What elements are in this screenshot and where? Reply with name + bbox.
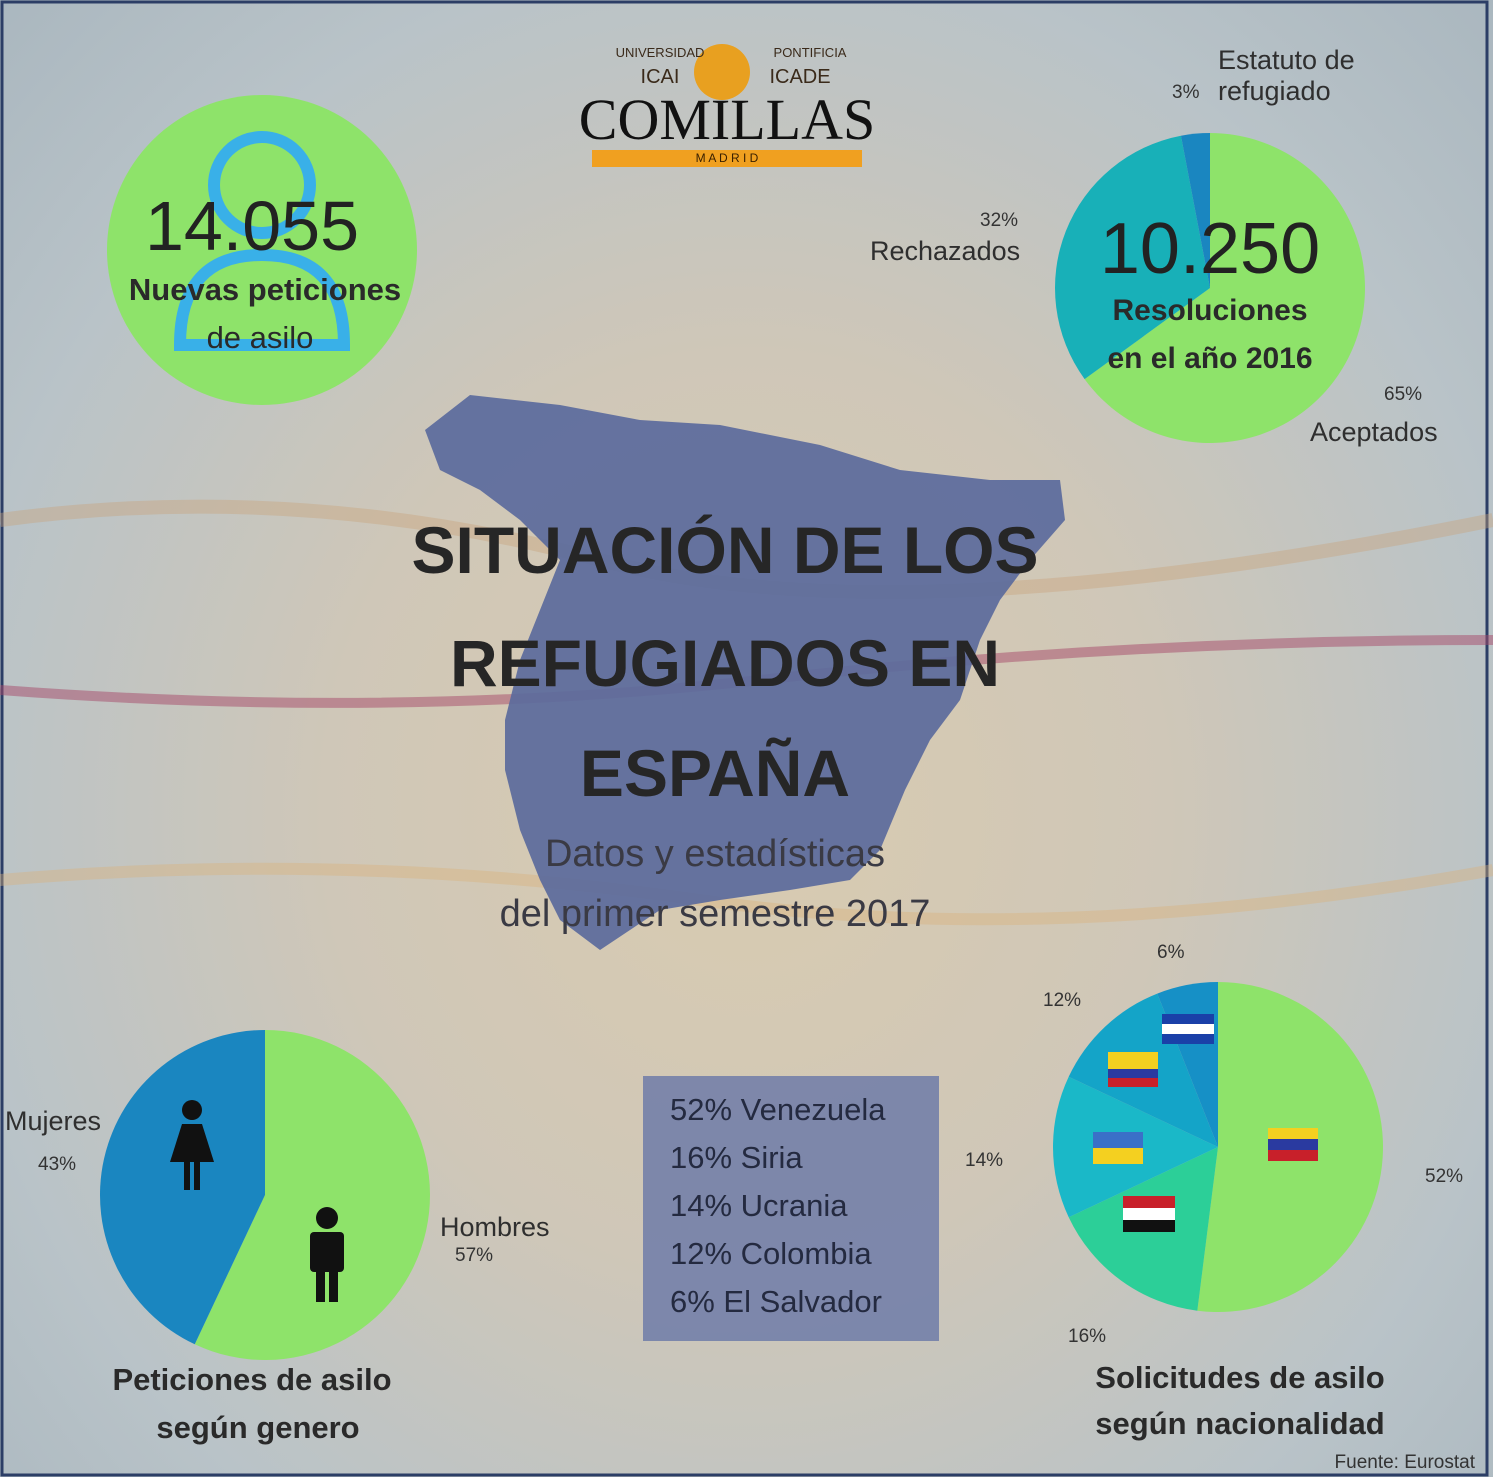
main-title: REFUGIADOS EN	[450, 625, 1000, 701]
main-title: SITUACIÓN DE LOS	[411, 512, 1038, 588]
value-label: 16%	[1068, 1326, 1106, 1348]
category-label: Aceptados	[1310, 417, 1493, 448]
center-label: en el año 2016	[1107, 342, 1312, 376]
list-item: 52% Venezuela	[670, 1092, 885, 1128]
logo-text: UNIVERSIDAD	[616, 45, 705, 60]
flag-ucrania	[1093, 1132, 1143, 1164]
value-label: 32%	[980, 210, 1018, 232]
value-label: 57%	[455, 1245, 493, 1267]
chart-title: según genero	[156, 1410, 359, 1446]
stat-label: de asilo	[207, 320, 314, 356]
logo-city: M A D R I D	[696, 151, 759, 165]
logo-name: COMILLAS	[579, 86, 875, 153]
list-item: 14% Ucrania	[670, 1188, 847, 1224]
category-label: Hombres	[440, 1212, 640, 1243]
subtitle: Datos y estadísticas	[545, 833, 885, 876]
value-label: 14%	[965, 1150, 1003, 1172]
flag-siria	[1123, 1196, 1175, 1232]
logo-text: PONTIFICIA	[774, 45, 847, 60]
value-label: 43%	[38, 1154, 76, 1176]
value-label: 6%	[1157, 942, 1184, 964]
value-label: 52%	[1425, 1166, 1463, 1188]
source: Fuente: Eurostat	[1335, 1452, 1475, 1474]
stat-label: Nuevas peticiones	[129, 272, 401, 308]
category-label: Rechazados	[870, 236, 1070, 267]
flag-el-salvador	[1162, 1014, 1214, 1044]
value-label: 3%	[1172, 82, 1199, 104]
category-label: Estatuto de refugiado	[1218, 45, 1393, 107]
list-item: 6% El Salvador	[670, 1284, 882, 1320]
list-item: 12% Colombia	[670, 1236, 872, 1272]
center-value: 10.250	[1100, 208, 1320, 290]
center-label: Resoluciones	[1112, 294, 1307, 328]
stat-value: 14.055	[145, 186, 359, 266]
value-label: 12%	[1043, 990, 1081, 1012]
chart-title: según nacionalidad	[1095, 1406, 1384, 1442]
chart-title: Solicitudes de asilo	[1095, 1360, 1384, 1396]
category-label: Mujeres	[5, 1106, 205, 1137]
value-label: 65%	[1384, 384, 1422, 406]
infographic: UNIVERSIDAD PONTIFICIA ICAI ICADE COMILL…	[0, 0, 1493, 1477]
flag-venezuela	[1268, 1128, 1318, 1161]
main-title: ESPAÑA	[580, 735, 850, 811]
flag-colombia	[1108, 1052, 1158, 1087]
subtitle: del primer semestre 2017	[500, 893, 931, 936]
list-item: 16% Siria	[670, 1140, 803, 1176]
chart-title: Peticiones de asilo	[112, 1362, 391, 1398]
